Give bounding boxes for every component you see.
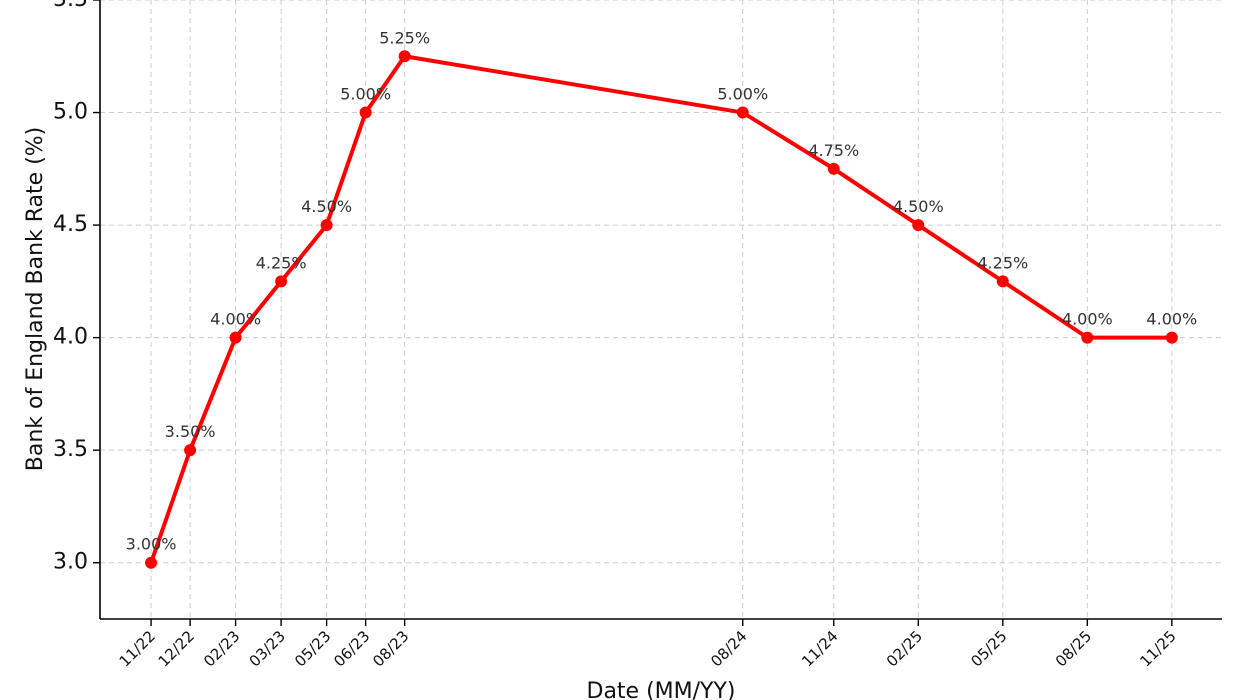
data-label: 4.25%	[977, 253, 1028, 272]
data-label: 5.00%	[717, 85, 768, 104]
data-point	[359, 106, 372, 119]
x-tick-label: 08/24	[707, 627, 750, 670]
data-point	[184, 444, 197, 457]
data-point	[912, 219, 925, 232]
x-tick-label: 12/22	[155, 627, 198, 670]
grid	[100, 0, 1222, 619]
data-labels: 3.00% 3.50% 4.00% 4.25% 4.50% 5.00% 5.25% 5.00%…	[126, 28, 1198, 553]
data-point	[320, 219, 333, 232]
y-tick-label: 4.5	[53, 212, 88, 237]
x-tick-label: 11/22	[116, 627, 159, 670]
data-point	[736, 106, 749, 119]
y-tick-label: 4.0	[53, 325, 88, 350]
data-label: 4.50%	[301, 197, 352, 216]
x-axis-label: Date (MM/YY)	[587, 679, 736, 700]
y-tick-label: 5.0	[53, 100, 88, 125]
x-tick-label: 02/23	[200, 627, 243, 670]
x-tick-label: 05/25	[967, 627, 1010, 670]
data-label: 4.00%	[1062, 310, 1113, 329]
y-tick-label: 3.5	[53, 437, 88, 462]
data-label: 5.25%	[379, 28, 430, 47]
data-label: 4.25%	[256, 253, 307, 272]
data-label: 4.75%	[808, 141, 859, 160]
axes	[99, 0, 1222, 620]
x-tick-label: 08/25	[1052, 627, 1095, 670]
data-point	[827, 162, 840, 175]
x-tick-label: 08/23	[369, 627, 412, 670]
data-label: 4.00%	[1146, 310, 1197, 329]
y-tick-label: 5.5	[53, 0, 88, 12]
data-point	[996, 275, 1009, 288]
data-point	[229, 331, 242, 344]
series-line-layer	[145, 50, 1178, 569]
series-line	[149, 54, 1172, 564]
x-tick-label: 03/23	[246, 627, 289, 670]
x-tick-label: 05/23	[291, 627, 334, 670]
data-point	[275, 275, 288, 288]
data-point	[1165, 331, 1178, 344]
data-label: 3.50%	[165, 422, 216, 441]
x-tick-label: 06/23	[330, 627, 373, 670]
x-tick-label: 02/25	[883, 627, 926, 670]
y-axis-label: Bank of England Bank Rate (%)	[23, 127, 48, 472]
y-tick-label: 3.0	[53, 550, 88, 575]
data-point	[145, 556, 158, 569]
data-point	[398, 50, 411, 63]
data-point	[1081, 331, 1094, 344]
data-label: 5.00%	[340, 85, 391, 104]
x-tick-label: 11/24	[798, 627, 841, 670]
ticks: 3.03.54.04.55.05.511/2212/2202/2303/2305…	[53, 0, 1180, 670]
data-label: 4.00%	[210, 310, 261, 329]
data-label: 3.00%	[126, 535, 177, 554]
x-tick-label: 11/25	[1136, 627, 1179, 670]
data-label: 4.50%	[893, 197, 944, 216]
